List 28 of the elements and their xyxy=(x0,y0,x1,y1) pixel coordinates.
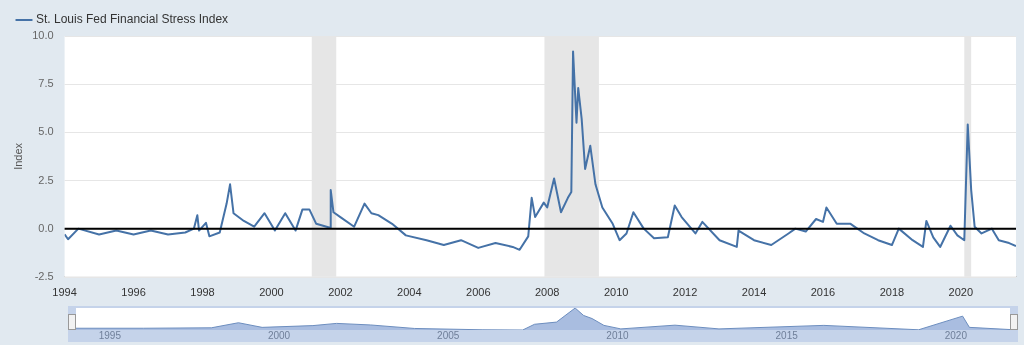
y-tick-label: 5.0 xyxy=(38,125,54,138)
x-tick-label: 2010 xyxy=(606,329,630,341)
x-tick-label: 2015 xyxy=(775,329,799,341)
x-tick-label: 2014 xyxy=(741,286,767,299)
y-tick-label: 2.5 xyxy=(38,173,54,186)
x-tick-label: 1995 xyxy=(98,329,122,341)
y-tick-label: 10.0 xyxy=(32,29,54,42)
x-tick-label: 2004 xyxy=(397,286,422,299)
x-tick-label: 1994 xyxy=(52,286,77,299)
x-tick-label: 2010 xyxy=(603,286,629,299)
x-tick-label: 2016 xyxy=(810,286,836,299)
x-tick-label: 2008 xyxy=(534,286,560,299)
y-tick-label: 0.0 xyxy=(38,221,54,234)
x-tick-label: 2000 xyxy=(267,329,291,341)
legend-label: St. Louis Fed Financial Stress Index xyxy=(36,12,229,27)
x-tick-label: 2002 xyxy=(328,286,353,299)
x-tick-label: 2018 xyxy=(879,286,905,299)
x-tick-label: 1998 xyxy=(190,286,215,299)
x-tick-label: 1996 xyxy=(121,286,146,299)
x-tick-label: 2005 xyxy=(437,329,460,341)
x-tick-label: 2012 xyxy=(672,286,698,299)
x-tick-label: 2020 xyxy=(944,329,968,341)
y-tick-label: 7.5 xyxy=(38,77,54,90)
x-tick-label: 2020 xyxy=(948,286,974,299)
x-tick-label: 2000 xyxy=(259,286,284,299)
y-tick-label: -2.5 xyxy=(34,269,54,282)
y-axis-title: Index xyxy=(11,142,24,170)
x-tick-label: 2006 xyxy=(466,286,491,299)
